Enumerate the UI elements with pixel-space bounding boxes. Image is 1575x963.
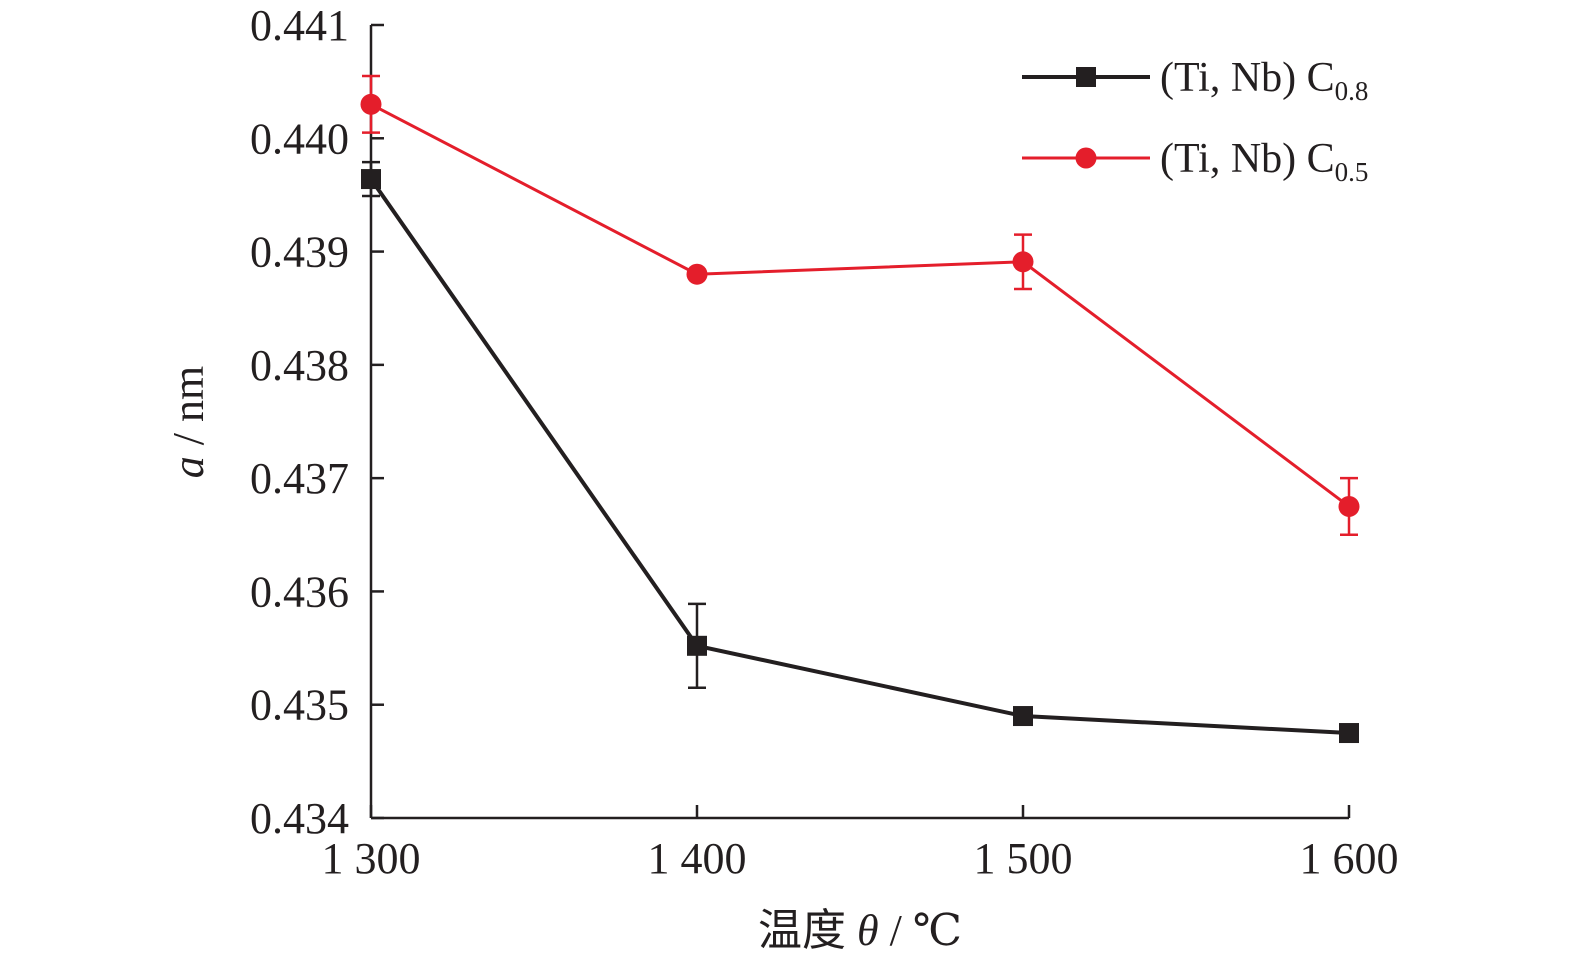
legend: (Ti, Nb) C0.8 (Ti, Nb) C0.5	[1022, 55, 1368, 187]
y-tick-label: 0.440	[250, 114, 349, 163]
x-axis-label-unit: / ℃	[879, 906, 962, 955]
x-axis-label-symbol: θ	[857, 906, 879, 955]
legend-item: (Ti, Nb) C0.5	[1022, 136, 1368, 187]
data-point	[687, 635, 707, 656]
x-axis-label-name: 温度	[758, 906, 857, 955]
y-tick-label: 0.438	[250, 341, 349, 390]
x-tick-label: 1 300	[322, 834, 421, 883]
axis-labels: a / nm 温度 θ / ℃	[164, 366, 962, 955]
legend-marker	[1076, 67, 1096, 87]
data-point	[1013, 706, 1033, 727]
y-tick-label: 0.439	[250, 228, 349, 277]
x-tick-label: 1 500	[974, 834, 1073, 883]
y-tick-label: 0.437	[250, 454, 349, 503]
y-axis-label: a / nm	[164, 366, 213, 478]
series-line	[370, 102, 1350, 508]
data-point	[1012, 251, 1034, 273]
y-tick-label: 0.435	[250, 681, 349, 730]
legend-item: (Ti, Nb) C0.8	[1022, 55, 1368, 106]
data-point	[1339, 723, 1359, 744]
y-tick-label: 0.436	[250, 567, 349, 616]
x-tick-label: 1 600	[1300, 834, 1399, 883]
data-point	[686, 263, 708, 285]
legend-label: (Ti, Nb) C0.8	[1160, 55, 1368, 106]
y-axis-label-unit: / nm	[164, 366, 213, 456]
x-tick-label: 1 400	[648, 834, 747, 883]
x-axis-label: 温度 θ / ℃	[758, 906, 962, 955]
y-axis-label-symbol: a	[164, 456, 213, 478]
data-point	[361, 169, 381, 190]
data-point	[1338, 495, 1360, 517]
axes: 0.434 0.435 0.436 0.437 0.438 0.439 0.440 0.441…	[250, 1, 1399, 883]
legend-marker	[1075, 147, 1097, 169]
y-tick-label: 0.434	[250, 794, 349, 843]
series-square	[361, 160, 1359, 744]
y-tick-label: 0.441	[250, 1, 349, 50]
series-circle	[360, 74, 1360, 537]
legend-label: (Ti, Nb) C0.5	[1160, 136, 1368, 187]
data-point	[360, 93, 382, 115]
series-line	[369, 177, 1350, 736]
plot-area	[360, 74, 1360, 744]
